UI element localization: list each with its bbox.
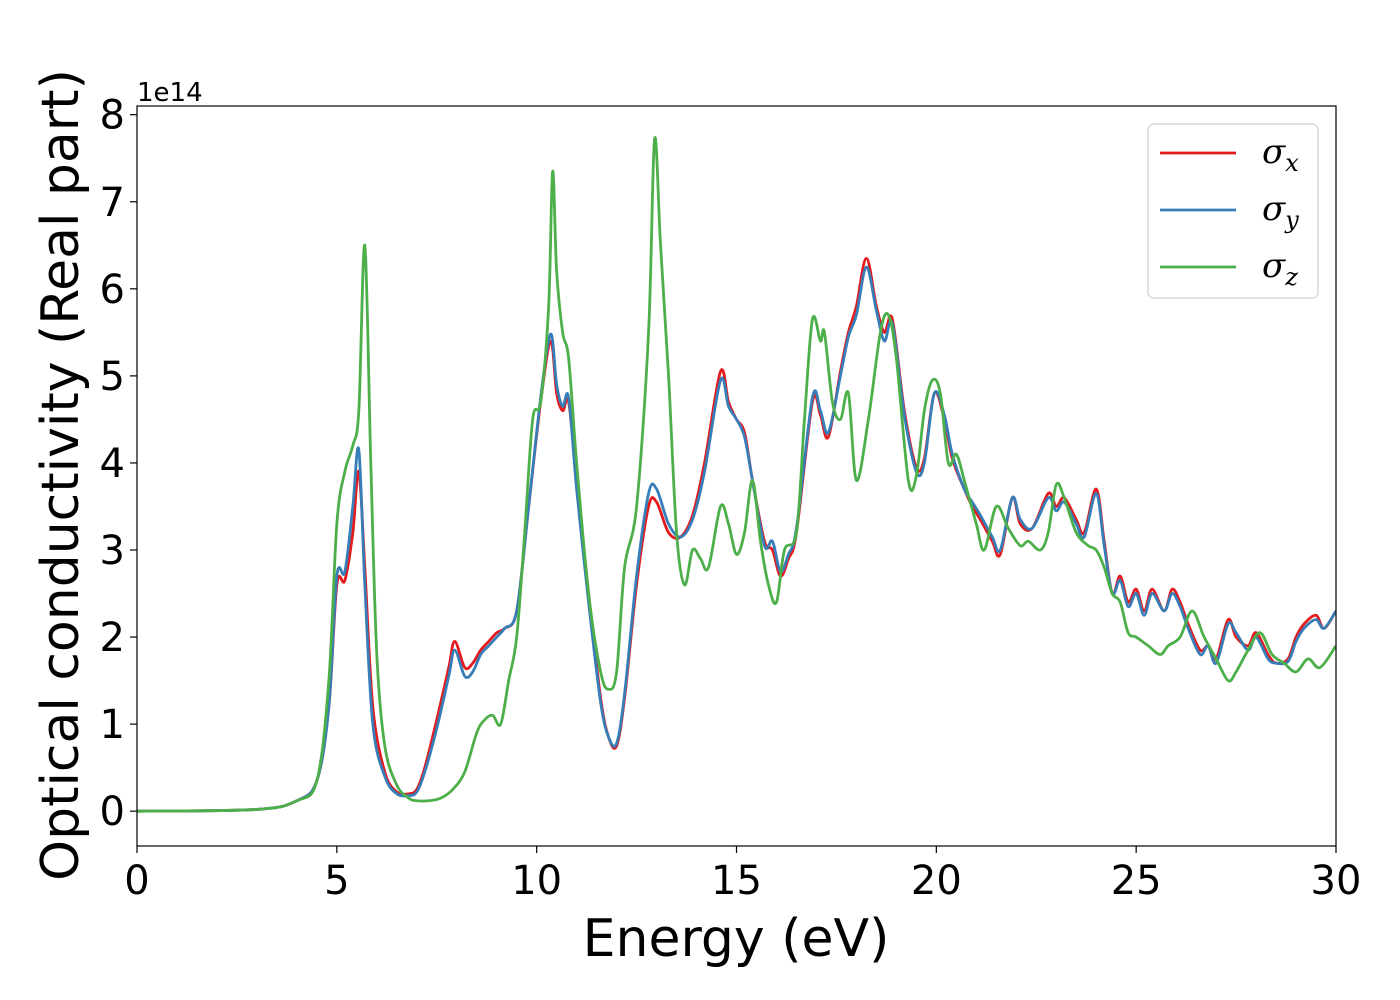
series-line-x [137, 256, 1336, 813]
x-tick-label: 5 [324, 858, 349, 904]
legend-label-z: σz [1262, 246, 1298, 291]
legend-label-x: σx [1262, 132, 1299, 177]
series-line-z [137, 135, 1336, 813]
y-tick-label: 0 [100, 789, 125, 835]
y-tick-label: 7 [100, 180, 125, 226]
x-tick-label: 25 [1111, 858, 1162, 904]
y-tick-label: 3 [100, 528, 125, 574]
x-tick-label: 10 [511, 858, 562, 904]
plot-area [137, 135, 1336, 813]
y-tick-label: 8 [100, 93, 125, 139]
x-tick-label: 20 [911, 858, 962, 904]
y-tick-label: 6 [100, 267, 125, 313]
y-offset-label: 1e14 [137, 78, 203, 108]
y-tick-label: 1 [100, 702, 125, 748]
y-tick-label: 2 [100, 615, 125, 661]
legend: σx σy σz [1147, 123, 1319, 299]
series-line-y [137, 265, 1336, 813]
y-axis-label: Optical conductivity (Real part) [31, 69, 91, 881]
legend-label-y: σy [1262, 189, 1299, 234]
x-tick-label: 30 [1311, 858, 1362, 904]
y-tick-label: 5 [100, 354, 125, 400]
axes: 0 5 10 15 20 25 30 0 1 2 3 4 5 6 7 8 [100, 93, 1362, 904]
x-axis-label: Energy (eV) [583, 909, 890, 969]
y-tick-label: 4 [100, 441, 125, 487]
x-tick-label: 0 [124, 858, 149, 904]
x-tick-label: 15 [711, 858, 762, 904]
